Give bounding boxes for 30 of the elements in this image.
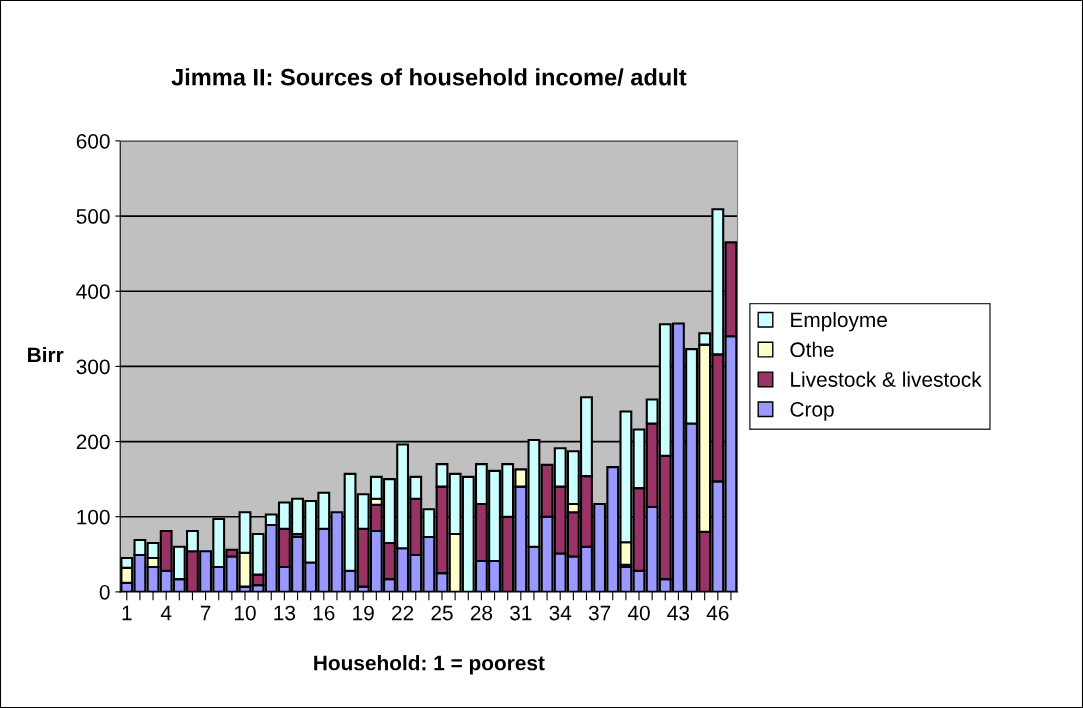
x-tick-label: 43 <box>667 605 690 621</box>
x-tick-label: 16 <box>313 605 335 621</box>
x-tick-label: 4 <box>160 605 172 621</box>
x-tick-label: 34 <box>549 605 572 621</box>
x-tick-label: 31 <box>510 605 532 621</box>
legend-label: Crop <box>790 401 834 421</box>
y-tick-label: 0 <box>99 584 110 600</box>
y-tick-label: 500 <box>76 209 110 224</box>
y-tick-label: 400 <box>76 284 110 299</box>
x-tick-label: 46 <box>706 605 729 621</box>
x-tick-label: 40 <box>627 605 650 621</box>
chart-title: Jimma II: Sources of household income/ adult <box>171 68 687 86</box>
x-tick-label: 25 <box>431 605 453 621</box>
x-tick-label: 10 <box>234 605 256 621</box>
x-tick-label: 7 <box>200 605 211 621</box>
legend-label: Othe <box>790 341 834 358</box>
y-tick-label: 200 <box>76 434 110 450</box>
y-axis-title: Birr <box>28 346 64 363</box>
x-tick-label: 28 <box>470 605 493 621</box>
legend-label: Livestock & livestock <box>791 371 982 387</box>
y-tick-label: 100 <box>77 509 110 525</box>
x-tick-label: 37 <box>588 605 611 621</box>
x-tick-label: 22 <box>392 605 414 621</box>
legend-label: Employme <box>791 311 887 332</box>
y-tick-label: 300 <box>76 359 110 375</box>
x-tick-label: 1 <box>122 605 132 621</box>
x-axis-title: Household: 1 = poorest <box>314 655 545 675</box>
x-tick-label: 19 <box>353 605 374 621</box>
y-tick-label: 600 <box>76 133 110 149</box>
x-tick-label: 13 <box>274 605 296 621</box>
